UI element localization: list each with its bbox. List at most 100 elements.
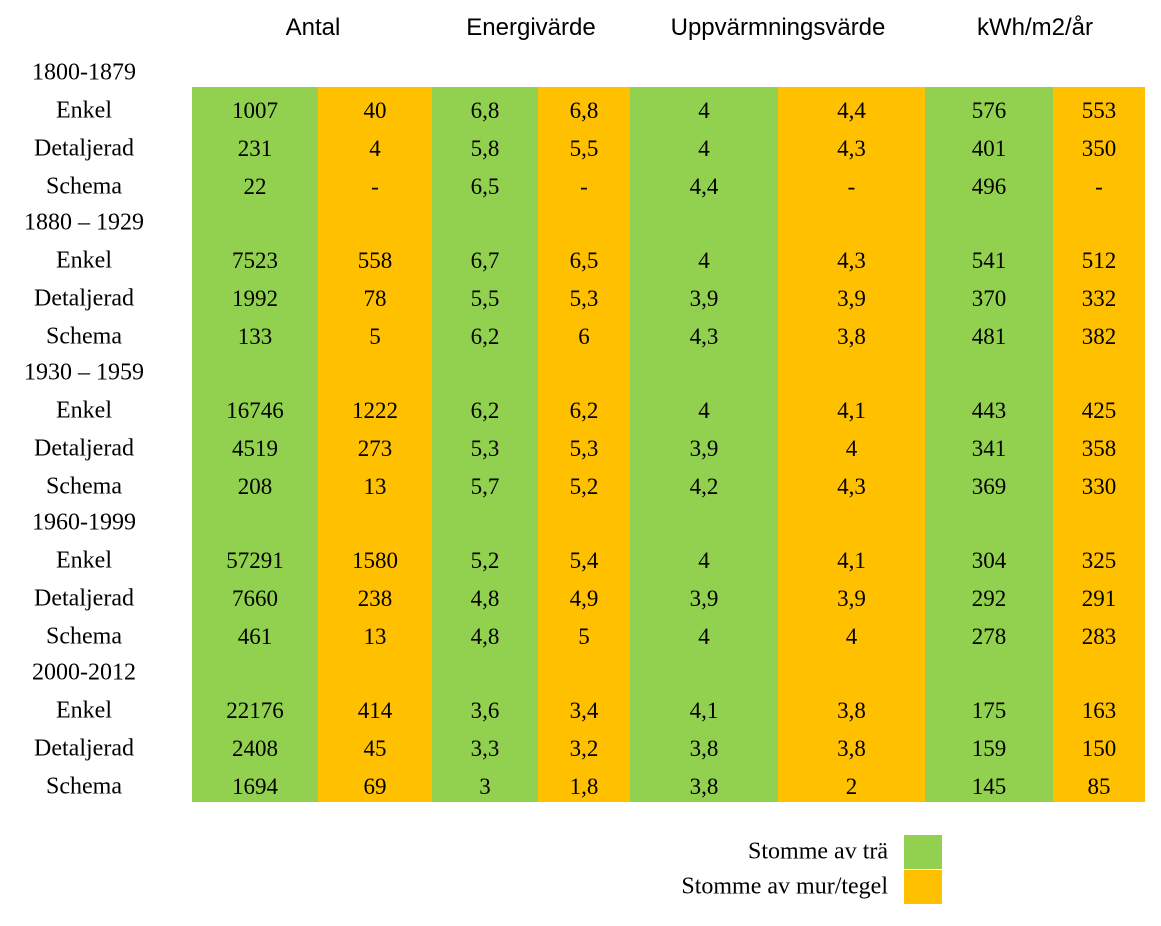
cell-value: 4,3 [689, 324, 719, 349]
row-label: Enkel [56, 247, 112, 274]
cell-value: 558 [357, 248, 393, 273]
row-label: Detaljerad [34, 585, 134, 612]
row-label: Schema [46, 173, 122, 200]
row-label: Detaljerad [34, 435, 134, 462]
legend-label: Stomme av mur/tegel [681, 873, 888, 900]
cell-value: 238 [357, 586, 393, 611]
cell-value: 5,3 [569, 436, 599, 461]
cell-value: 6,8 [569, 98, 599, 123]
cell-value: 3,3 [470, 736, 500, 761]
cell-value: 163 [1081, 698, 1117, 723]
cell-value: 3,9 [689, 586, 719, 611]
row-label: Enkel [56, 397, 112, 424]
cell-value: 325 [1081, 548, 1117, 573]
cell-value: 22 [243, 174, 267, 199]
cell-value: 4 [698, 136, 710, 161]
cell-value: 5,4 [569, 548, 599, 573]
column-header: Energivärde [466, 14, 596, 41]
cell-value: 369 [971, 474, 1007, 499]
cell-value: 2 [845, 774, 858, 799]
cell-value: 3,4 [569, 698, 599, 723]
row-label: Enkel [56, 97, 112, 124]
cell-value: 6,2 [569, 398, 599, 423]
wood-column [192, 87, 318, 802]
cell-value: 4,4 [837, 98, 866, 123]
cell-value: 3,8 [837, 324, 866, 349]
legend-label: Stomme av trä [748, 838, 888, 865]
cell-value: 332 [1081, 286, 1117, 311]
cell-value: 5 [369, 324, 381, 349]
period-label: 1930 – 1959 [24, 359, 144, 386]
cell-value: 3,9 [689, 286, 719, 311]
cell-value: 576 [971, 98, 1007, 123]
cell-value: 4 [845, 624, 858, 649]
cell-value: 5,5 [470, 286, 500, 311]
cell-value: - [580, 174, 588, 199]
cell-value: 4,1 [689, 698, 719, 723]
cell-value: 4,3 [837, 474, 866, 499]
cell-value: 481 [971, 324, 1007, 349]
cell-value: 6 [578, 324, 590, 349]
brick-column [538, 87, 630, 802]
cell-value: 512 [1081, 248, 1117, 273]
row-label: Schema [46, 623, 122, 650]
cell-value: 2408 [232, 736, 278, 761]
cell-value: 4,4 [689, 174, 719, 199]
wood-column [925, 87, 1053, 802]
cell-value: 4,3 [837, 136, 866, 161]
brick-column [778, 87, 925, 802]
cell-value: 1007 [232, 98, 278, 123]
cell-value: 5,2 [569, 474, 599, 499]
cell-value: 358 [1081, 436, 1117, 461]
cell-value: 7660 [232, 586, 278, 611]
period-label: 1800-1879 [32, 59, 136, 86]
cell-value: - [371, 174, 379, 199]
column-header: kWh/m2/år [976, 14, 1094, 41]
brick-column [318, 87, 432, 802]
row-label: Schema [46, 323, 122, 350]
cell-value: 6,5 [569, 248, 599, 273]
cell-value: 4 [369, 136, 381, 161]
cell-value: 341 [971, 436, 1007, 461]
cell-value: 3,6 [470, 698, 500, 723]
cell-value: 4519 [232, 436, 278, 461]
row-label: Enkel [56, 697, 112, 724]
cell-value: 4 [698, 248, 710, 273]
cell-value: 414 [357, 698, 393, 723]
cell-value: 175 [971, 698, 1007, 723]
cell-value: 3,8 [837, 736, 866, 761]
cell-value: 4,9 [569, 586, 599, 611]
cell-value: - [1095, 174, 1103, 199]
cell-value: 4 [698, 98, 710, 123]
cell-value: 5,3 [470, 436, 500, 461]
cell-value: 3,8 [837, 698, 866, 723]
cell-value: 401 [971, 136, 1007, 161]
cell-value: 350 [1081, 136, 1117, 161]
cell-value: 1580 [352, 548, 398, 573]
column-header: Antal [285, 14, 341, 41]
cell-value: 22176 [226, 698, 284, 723]
wood-column [432, 87, 538, 802]
cell-value: 3,9 [689, 436, 719, 461]
cell-value: 283 [1081, 624, 1117, 649]
cell-value: 382 [1081, 324, 1117, 349]
cell-value: 145 [971, 774, 1007, 799]
cell-value: 5,3 [569, 286, 599, 311]
cell-value: 5,7 [470, 474, 500, 499]
wood-column [630, 87, 778, 802]
cell-value: 3,8 [689, 774, 719, 799]
cell-value: 78 [363, 286, 387, 311]
cell-value: 85 [1087, 774, 1111, 799]
cell-value: 3 [479, 774, 491, 799]
cell-value: 57291 [226, 548, 284, 573]
legend-swatch [904, 870, 942, 904]
cell-value: 133 [237, 324, 273, 349]
cell-value: - [847, 174, 856, 199]
cell-value: 1222 [352, 398, 398, 423]
cell-value: 4,3 [837, 248, 866, 273]
cell-value: 3,9 [837, 286, 866, 311]
cell-value: 304 [971, 548, 1007, 573]
cell-value: 69 [363, 774, 387, 799]
cell-value: 40 [363, 98, 387, 123]
cell-value: 370 [971, 286, 1007, 311]
